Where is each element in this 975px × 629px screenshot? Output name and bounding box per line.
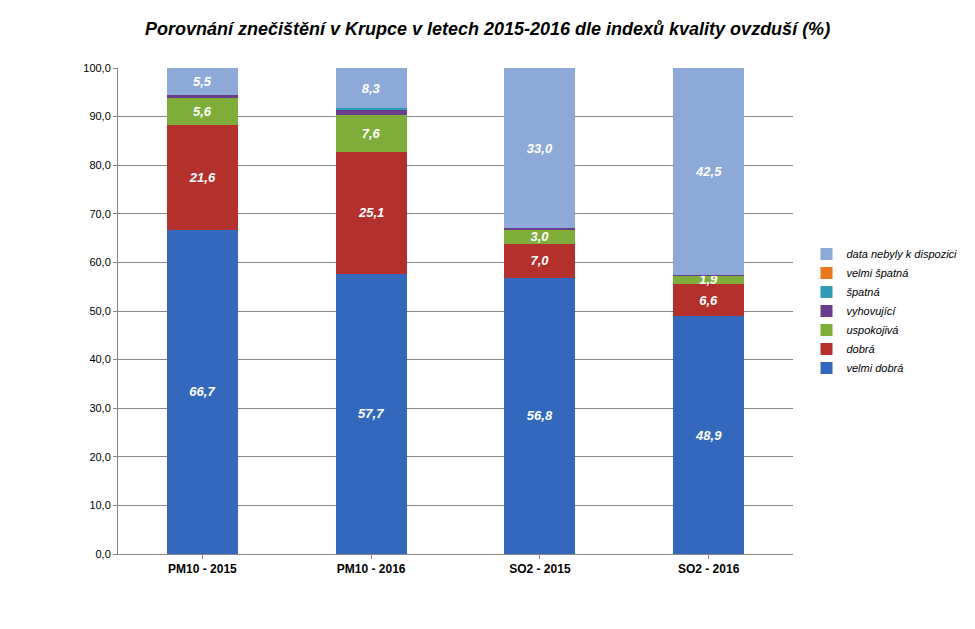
- svg-text:PM10 - 2016: PM10 - 2016: [337, 562, 406, 576]
- svg-text:vyhovující: vyhovující: [847, 305, 897, 317]
- svg-text:3,0: 3,0: [530, 229, 549, 244]
- svg-text:80,0: 80,0: [89, 159, 110, 171]
- svg-text:10,0: 10,0: [89, 499, 110, 511]
- svg-text:57,7: 57,7: [358, 406, 384, 421]
- svg-text:60,0: 60,0: [89, 256, 110, 268]
- svg-text:66,7: 66,7: [189, 384, 215, 399]
- svg-text:40,0: 40,0: [89, 353, 110, 365]
- svg-text:30,0: 30,0: [89, 402, 110, 414]
- svg-text:42,5: 42,5: [695, 164, 722, 179]
- svg-text:SO2 - 2015: SO2 - 2015: [509, 562, 571, 576]
- svg-text:0,0: 0,0: [96, 548, 111, 560]
- svg-text:56,8: 56,8: [527, 408, 553, 423]
- svg-text:90,0: 90,0: [89, 110, 110, 122]
- svg-text:velmi špatná: velmi špatná: [847, 267, 909, 279]
- svg-text:dobrá: dobrá: [847, 343, 875, 355]
- svg-text:Porovnání znečištění v Krupce: Porovnání znečištění v Krupce v letech 2…: [145, 19, 830, 39]
- svg-text:21,6: 21,6: [189, 170, 216, 185]
- svg-text:uspokojivá: uspokojivá: [847, 324, 899, 336]
- svg-text:25,1: 25,1: [358, 205, 384, 220]
- svg-text:data nebyly k dispozici: data nebyly k dispozici: [847, 248, 958, 260]
- svg-text:1,9: 1,9: [699, 272, 718, 287]
- svg-text:7,0: 7,0: [530, 253, 549, 268]
- svg-text:SO2 - 2016: SO2 - 2016: [678, 562, 740, 576]
- svg-text:70,0: 70,0: [89, 208, 110, 220]
- svg-text:špatná: špatná: [847, 286, 880, 298]
- svg-text:5,6: 5,6: [193, 104, 212, 119]
- svg-text:6,6: 6,6: [699, 293, 718, 308]
- svg-text:8,3: 8,3: [362, 81, 381, 96]
- svg-text:100,0: 100,0: [83, 62, 111, 74]
- svg-text:velmi dobrá: velmi dobrá: [847, 362, 904, 374]
- svg-text:48,9: 48,9: [695, 428, 722, 443]
- svg-text:7,6: 7,6: [362, 126, 381, 141]
- svg-text:5,5: 5,5: [193, 74, 212, 89]
- svg-text:PM10 - 2015: PM10 - 2015: [168, 562, 237, 576]
- svg-text:50,0: 50,0: [89, 305, 110, 317]
- svg-text:20,0: 20,0: [89, 451, 110, 463]
- svg-text:33,0: 33,0: [527, 141, 553, 156]
